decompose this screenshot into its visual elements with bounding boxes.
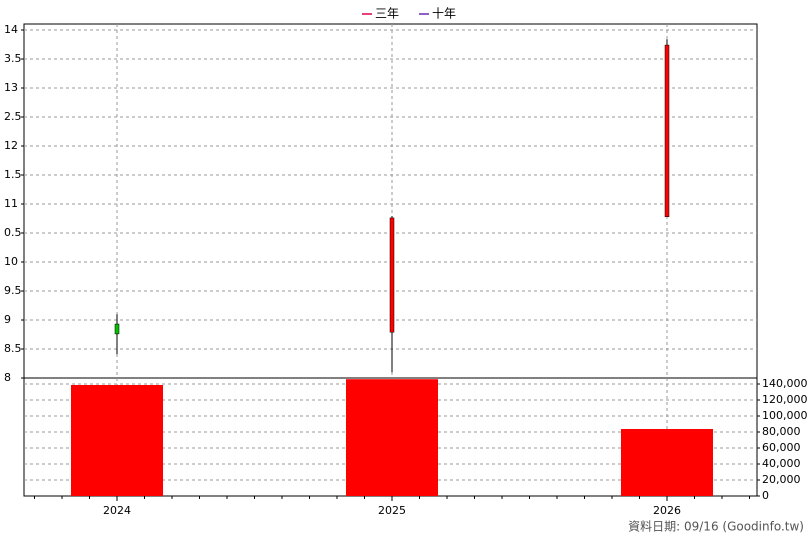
footer: 資料日期: 09/16 (Goodinfo.tw) xyxy=(628,520,804,534)
y2-tick-label: 100,000 xyxy=(762,409,808,422)
y-tick-label: 2.5 xyxy=(4,110,22,123)
y-tick-label: 9.5 xyxy=(4,284,22,297)
y2-tick-label: 140,000 xyxy=(762,377,808,390)
legend: 三年 十年 xyxy=(362,7,456,21)
candle-body xyxy=(664,44,670,218)
volume-bar xyxy=(621,429,713,496)
y2-tick-label: 80,000 xyxy=(762,425,801,438)
y-tick-label: 8 xyxy=(4,371,11,384)
legend-label: 三年 xyxy=(375,7,399,21)
y-tick-label: 12 xyxy=(4,139,18,152)
y2-tick-label: 0 xyxy=(762,489,769,502)
y-tick-label: 11 xyxy=(4,197,18,210)
y2-tick-label: 40,000 xyxy=(762,457,801,470)
y-tick-label: 10 xyxy=(4,255,18,268)
volume-bar xyxy=(71,385,163,496)
x-tick-label: 2025 xyxy=(378,504,406,517)
y2-tick-label: 120,000 xyxy=(762,393,808,406)
y2-tick-label: 60,000 xyxy=(762,441,801,454)
candle-body xyxy=(114,323,120,335)
y2-tick-label: 20,000 xyxy=(762,473,801,486)
y-tick-label: 8.5 xyxy=(4,342,22,355)
y-tick-label: 3.5 xyxy=(4,52,22,65)
y-tick-label: 9 xyxy=(4,313,11,326)
y-tick-label: 14 xyxy=(4,23,18,36)
volume-bar xyxy=(346,379,438,496)
y-tick-label: 13 xyxy=(4,81,18,94)
legend-label: 十年 xyxy=(432,7,456,21)
x-tick-label: 2026 xyxy=(653,504,681,517)
x-tick-label: 2024 xyxy=(103,504,131,517)
y-tick-label: 0.5 xyxy=(4,226,22,239)
candle-body xyxy=(389,217,395,333)
y-tick-label: 1.5 xyxy=(4,168,22,181)
